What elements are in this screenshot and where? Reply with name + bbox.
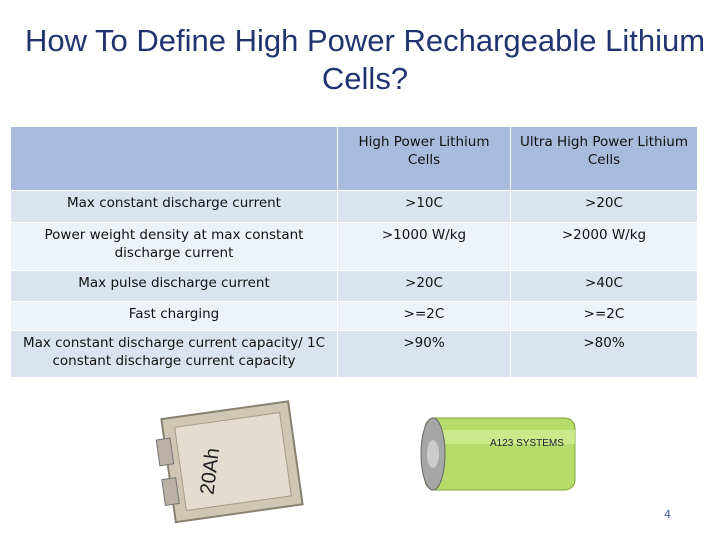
slide-title: How To Define High Power Rechargeable Li… xyxy=(24,23,706,96)
table-row: Power weight density at max constant dis… xyxy=(10,222,698,271)
table-cell: >20C xyxy=(510,190,698,223)
header-cell xyxy=(10,126,338,191)
header-row: High Power Lithium Cells Ultra High Powe… xyxy=(10,126,698,191)
header-cell: Ultra High Power Lithium Cells xyxy=(510,126,698,191)
pouch-cell-photo: 20Ah xyxy=(155,400,304,524)
row-label: Max constant discharge current capacity/… xyxy=(10,330,338,378)
table-row: Fast charging >=2C >=2C xyxy=(10,301,698,331)
table-cell: >=2C xyxy=(337,301,511,331)
table-row: Max constant discharge current capacity/… xyxy=(10,330,698,378)
row-label: Fast charging xyxy=(10,301,338,331)
row-label: Max pulse discharge current xyxy=(10,270,338,302)
table-cell: >40C xyxy=(510,270,698,302)
row-label: Max constant discharge current xyxy=(10,190,338,223)
cylinder-label: A123 SYSTEMS xyxy=(490,438,564,449)
table-cell: >2000 W/kg xyxy=(510,222,698,271)
table-cell: >80% xyxy=(510,330,698,378)
table-row: Max constant discharge current >10C >20C xyxy=(10,190,698,223)
page-number: 4 xyxy=(664,508,671,521)
header-cell: High Power Lithium Cells xyxy=(337,126,511,191)
table-cell: >1000 W/kg xyxy=(337,222,511,271)
table-cell: >=2C xyxy=(510,301,698,331)
cylinder-cell-photo: A123 SYSTEMS xyxy=(420,417,576,491)
table-cell: >90% xyxy=(337,330,511,378)
row-label: Power weight density at max constant dis… xyxy=(10,222,338,271)
table-cell: >10C xyxy=(337,190,511,223)
comparison-table: High Power Lithium Cells Ultra High Powe… xyxy=(10,126,698,378)
